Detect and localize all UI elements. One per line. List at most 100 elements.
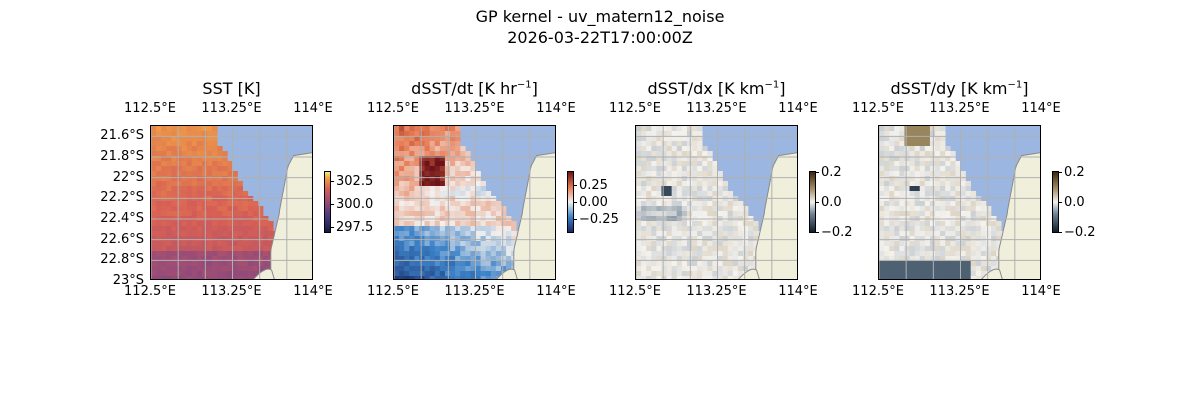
heatmap-cells xyxy=(151,126,294,279)
heatmap-cell xyxy=(965,201,971,207)
heatmap-cell xyxy=(156,166,162,172)
heatmap-cell xyxy=(641,146,647,152)
heatmap-cell xyxy=(151,251,157,257)
heatmap-cell xyxy=(222,246,228,252)
heatmap-cell xyxy=(191,126,198,132)
colorbar-sst xyxy=(324,171,331,233)
heatmap-cell xyxy=(429,161,436,167)
colorbar-dsst-dx xyxy=(809,171,816,233)
heatmap-cell xyxy=(500,251,507,257)
heatmap-cell xyxy=(181,276,187,279)
heatmap-cell xyxy=(495,246,502,252)
heatmap-cell xyxy=(444,146,451,152)
heatmap-cell xyxy=(889,141,895,147)
heatmap-cell xyxy=(909,241,915,247)
colorbar-tick-label: −0.25 xyxy=(579,211,619,227)
heatmap-cell xyxy=(196,226,203,232)
heatmap-cell xyxy=(176,176,182,182)
heatmap-cell xyxy=(919,221,926,227)
heatmap-cell xyxy=(975,241,982,247)
heatmap-cell xyxy=(207,261,213,267)
heatmap-cell xyxy=(909,231,915,237)
heatmap-cell xyxy=(991,266,997,272)
heatmap-cell xyxy=(399,271,405,277)
heatmap-cell xyxy=(161,241,167,247)
heatmap-cell xyxy=(409,126,415,132)
heatmap-cell xyxy=(935,126,941,132)
heatmap-cell xyxy=(636,186,642,192)
heatmap-cell xyxy=(676,206,683,212)
heatmap-cell xyxy=(656,166,662,172)
heatmap-cell xyxy=(217,261,223,267)
heatmap-cell xyxy=(455,156,461,162)
heatmap-cell xyxy=(196,206,203,212)
heatmap-cell xyxy=(429,151,436,157)
heatmap-cell xyxy=(201,186,208,192)
heatmap-cell xyxy=(485,251,492,257)
heatmap-cell xyxy=(196,221,203,227)
heatmap-cell xyxy=(919,251,926,257)
heatmap-cell xyxy=(232,206,238,212)
heatmap-cell xyxy=(732,246,739,252)
heatmap-cell xyxy=(439,161,446,167)
heatmap-cell xyxy=(965,186,971,192)
heatmap-cell xyxy=(450,226,456,232)
heatmap-cell xyxy=(450,151,456,157)
heatmap-cell xyxy=(945,271,951,277)
heatmap-cell xyxy=(455,246,461,252)
heatmap-cell xyxy=(894,271,900,277)
heatmap-cell xyxy=(737,231,744,237)
heatmap-cell xyxy=(394,136,400,142)
heatmap-cell xyxy=(697,251,703,257)
heatmap-cell xyxy=(717,251,723,257)
colorbar-dsst-dy xyxy=(1052,171,1059,233)
heatmap-cell xyxy=(914,256,921,262)
heatmap-cell xyxy=(419,201,425,207)
heatmap-cell xyxy=(222,211,228,217)
heatmap-cell xyxy=(965,191,971,197)
x-tick-label-bottom: 114°E xyxy=(778,284,818,299)
heatmap-cell xyxy=(480,231,486,237)
heatmap-cell xyxy=(196,161,203,167)
heatmap-cell xyxy=(242,256,249,262)
heatmap-cell xyxy=(712,211,718,217)
heatmap-cell xyxy=(399,181,405,187)
heatmap-cell xyxy=(712,226,718,232)
heatmap-cell xyxy=(455,211,461,217)
heatmap-cell xyxy=(409,241,415,247)
heatmap-cell xyxy=(899,166,905,172)
heatmap-cell xyxy=(894,201,900,207)
heatmap-cell xyxy=(212,151,218,157)
heatmap-cell xyxy=(485,231,492,237)
heatmap-cell xyxy=(919,246,926,252)
heatmap-cell xyxy=(232,241,238,247)
heatmap-cell xyxy=(722,221,728,227)
heatmap-cell xyxy=(904,181,910,187)
heatmap-cell xyxy=(399,131,405,137)
heatmap-cell xyxy=(434,126,441,132)
heatmap-cell xyxy=(212,276,218,279)
heatmap-cell xyxy=(955,246,961,252)
heatmap-cell xyxy=(879,161,885,167)
heatmap-cell xyxy=(237,266,243,272)
heatmap-cell xyxy=(470,256,476,262)
heatmap-cell xyxy=(429,186,436,192)
heatmap-cell xyxy=(207,231,213,237)
heatmap-cell xyxy=(646,141,652,147)
heatmap-cell xyxy=(404,191,410,197)
heatmap-cell xyxy=(737,261,744,267)
heatmap-cell xyxy=(419,246,425,252)
heatmap-cell xyxy=(439,166,446,172)
heatmap-cell xyxy=(889,251,895,257)
heatmap-cell xyxy=(935,236,941,242)
map-panel-sst xyxy=(150,125,313,280)
heatmap-cell xyxy=(404,161,410,167)
heatmap-cell xyxy=(697,261,703,267)
heatmap-cell xyxy=(924,241,931,247)
heatmap-cell xyxy=(692,276,698,279)
heatmap-cell xyxy=(263,246,269,252)
heatmap-cell xyxy=(884,176,890,182)
heatmap-cell xyxy=(884,191,890,197)
heatmap-cell xyxy=(490,251,497,257)
heatmap-cell xyxy=(450,176,456,182)
